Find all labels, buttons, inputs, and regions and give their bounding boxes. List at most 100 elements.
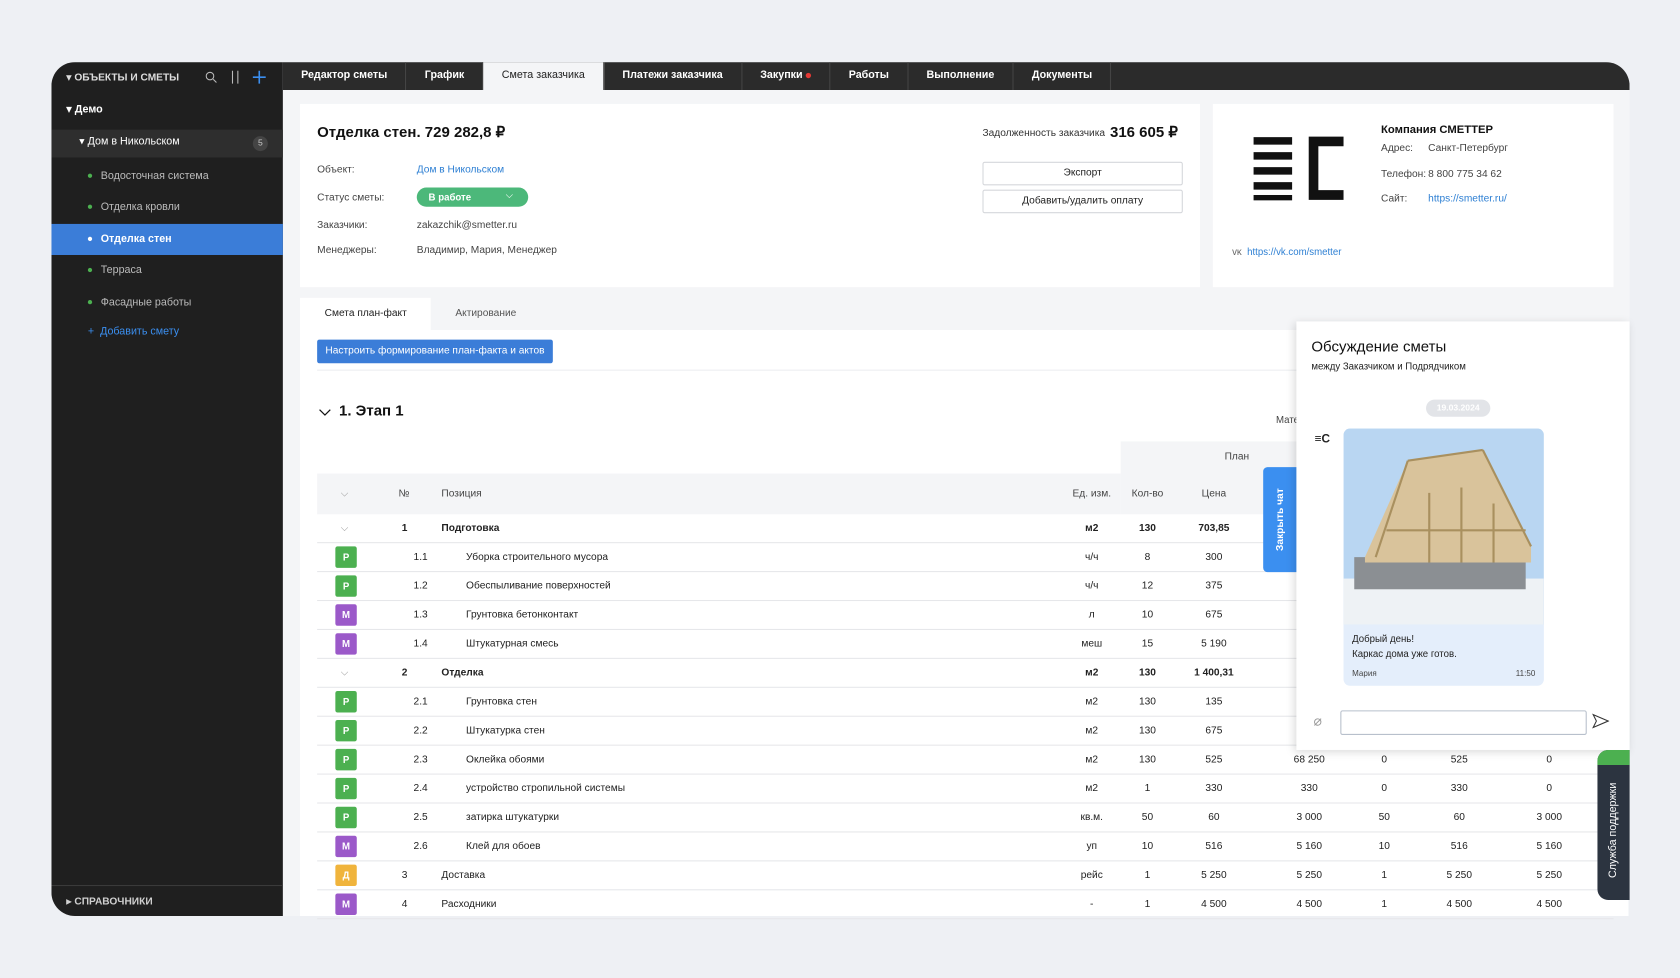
add-text: Добавить смету [100, 325, 180, 338]
sidebar-footer[interactable]: ▸ СПРАВОЧНИКИ [66, 895, 153, 908]
sidebar-group[interactable]: ▾ Демо [66, 103, 103, 116]
tab-label[interactable]: Документы [1031, 69, 1093, 82]
field-value: Владимир, Мария, Менеджер [416, 244, 557, 257]
row-line [317, 657, 1614, 659]
row-line [317, 831, 1614, 833]
chat-input[interactable] [1340, 710, 1587, 735]
row-price: 5 190 [1201, 638, 1227, 650]
row-unit: уп [1086, 840, 1098, 853]
tab[interactable]: Платежи заказчика [604, 62, 742, 90]
row-qty: 50 [1141, 811, 1154, 824]
row-name: Клей для обоев [466, 840, 541, 853]
status-caret[interactable]: ⌵ [505, 189, 514, 201]
divider [317, 369, 1614, 371]
expand-all[interactable]: ⌵ [340, 488, 349, 500]
setup-button[interactable]: Настроить формирование план-факта и акто… [317, 339, 553, 364]
tab[interactable]: Смета заказчика [483, 62, 605, 90]
subtab[interactable]: Актирование [455, 307, 517, 320]
tab-label[interactable]: Работы [848, 69, 889, 82]
close-chat-text[interactable]: Закрыть чат [1274, 488, 1287, 551]
row-qty: 10 [1141, 609, 1154, 621]
tab-label[interactable]: Выполнение [926, 69, 995, 82]
row-price: 675 [1205, 609, 1223, 621]
row-qty: 8 [1144, 551, 1151, 564]
tab-dot [805, 72, 812, 79]
row-name: Штукатурная смесь [466, 638, 559, 650]
tab[interactable]: График [407, 62, 484, 90]
row-name: Оклейка обоями [466, 753, 545, 766]
object-row[interactable] [51, 129, 283, 158]
sender-logo: ≡C [1314, 432, 1331, 446]
row-price: 5 250 [1201, 869, 1227, 882]
sidebar-object[interactable]: ▾ Дом в Никольском [79, 136, 180, 148]
row-expand[interactable]: ⌵ [340, 666, 349, 679]
tab-label[interactable]: Платежи заказчика [622, 69, 723, 82]
row-expand[interactable]: ⌵ [340, 522, 349, 535]
row-name: Доставка [441, 869, 486, 882]
close-chat-tab[interactable] [1263, 467, 1298, 573]
object-text: Дом в Никольском [87, 136, 180, 148]
row-num: 1.2 [413, 580, 428, 592]
row-unit: ч/ч [1085, 551, 1099, 564]
payment-button[interactable]: Добавить/удалить оплату [982, 189, 1183, 214]
tab-label[interactable]: Редактор сметы [301, 69, 388, 82]
row-price: 516 [1205, 840, 1223, 853]
tab[interactable]: Редактор сметы [283, 62, 407, 90]
vk-text[interactable]: https://vk.com/smetter [1247, 246, 1342, 258]
tab[interactable]: Закупки [742, 62, 831, 90]
row-value: 60 [1453, 811, 1465, 824]
row-unit: л [1088, 609, 1095, 621]
item-dot [87, 236, 93, 241]
row-price: 300 [1205, 551, 1223, 564]
sidebar-item[interactable]: Фасадные работы [100, 296, 192, 309]
company-label: Телефон: [1381, 167, 1427, 180]
tab-label[interactable]: Смета заказчика [501, 69, 585, 82]
field-value[interactable]: Дом в Никольском [416, 163, 505, 176]
add-estimate[interactable]: + Добавить смету [87, 325, 180, 338]
tab-label[interactable]: Закупки [760, 69, 803, 82]
row-line [317, 571, 1614, 573]
sidebar-item[interactable]: Водосточная система [100, 170, 209, 183]
export-button[interactable]: Экспорт [982, 161, 1183, 186]
status-value[interactable]: В работе [428, 191, 472, 203]
stage-title[interactable]: ⌵ 1. Этап 1 [319, 401, 404, 419]
tab-label[interactable]: График [424, 69, 465, 82]
type-badge: Р [335, 719, 357, 742]
divider [51, 884, 283, 887]
row-line [317, 802, 1614, 804]
company-value[interactable]: https://smetter.ru/ [1428, 192, 1507, 205]
row-qty: 130 [1138, 753, 1156, 766]
support-text[interactable]: Служба поддержки [1607, 782, 1620, 879]
table-header-bg [317, 473, 1121, 515]
row-qty: 1 [1144, 898, 1151, 911]
row-num: 2.4 [413, 782, 428, 795]
sidebar-item[interactable]: Терраса [100, 264, 142, 277]
sidebar-item[interactable]: Отделка стен [100, 233, 172, 246]
send-icon[interactable] [1592, 713, 1610, 729]
row-name: Грунтовка бетонконтакт [466, 609, 579, 621]
status-pill[interactable] [416, 187, 529, 207]
field-label: Заказчики: [317, 219, 368, 232]
tab[interactable]: Работы [830, 62, 909, 90]
chat-title: Обсуждение сметы [1311, 337, 1447, 355]
row-name: Обеспыливание поверхностей [466, 580, 611, 592]
row-line [317, 542, 1614, 544]
type-badge: Р [335, 691, 357, 713]
row-value: 5 250 [1446, 869, 1472, 882]
sidebar-item[interactable]: Отделка кровли [100, 201, 180, 214]
tab[interactable]: Документы [1014, 62, 1112, 90]
type-badge: Р [335, 748, 357, 771]
vk-link[interactable]: ᴠᴋ https://vk.com/smetter [1232, 246, 1342, 258]
row-qty: 130 [1138, 666, 1156, 679]
row-price: 1 400,31 [1194, 666, 1234, 679]
type-badge: М [335, 835, 357, 858]
support-tab[interactable] [1597, 749, 1630, 900]
attach-icon[interactable]: ⌀ [1313, 712, 1322, 729]
row-name: затирка штукатурки [466, 811, 560, 824]
subtab[interactable]: Смета план-факт [324, 307, 407, 320]
debt-label: Задолженность заказчика [982, 127, 1106, 140]
group-header-cut: Мате [1276, 414, 1300, 426]
column-header: Ед. изм. [1072, 488, 1112, 500]
tab[interactable]: Выполнение [908, 62, 1014, 90]
